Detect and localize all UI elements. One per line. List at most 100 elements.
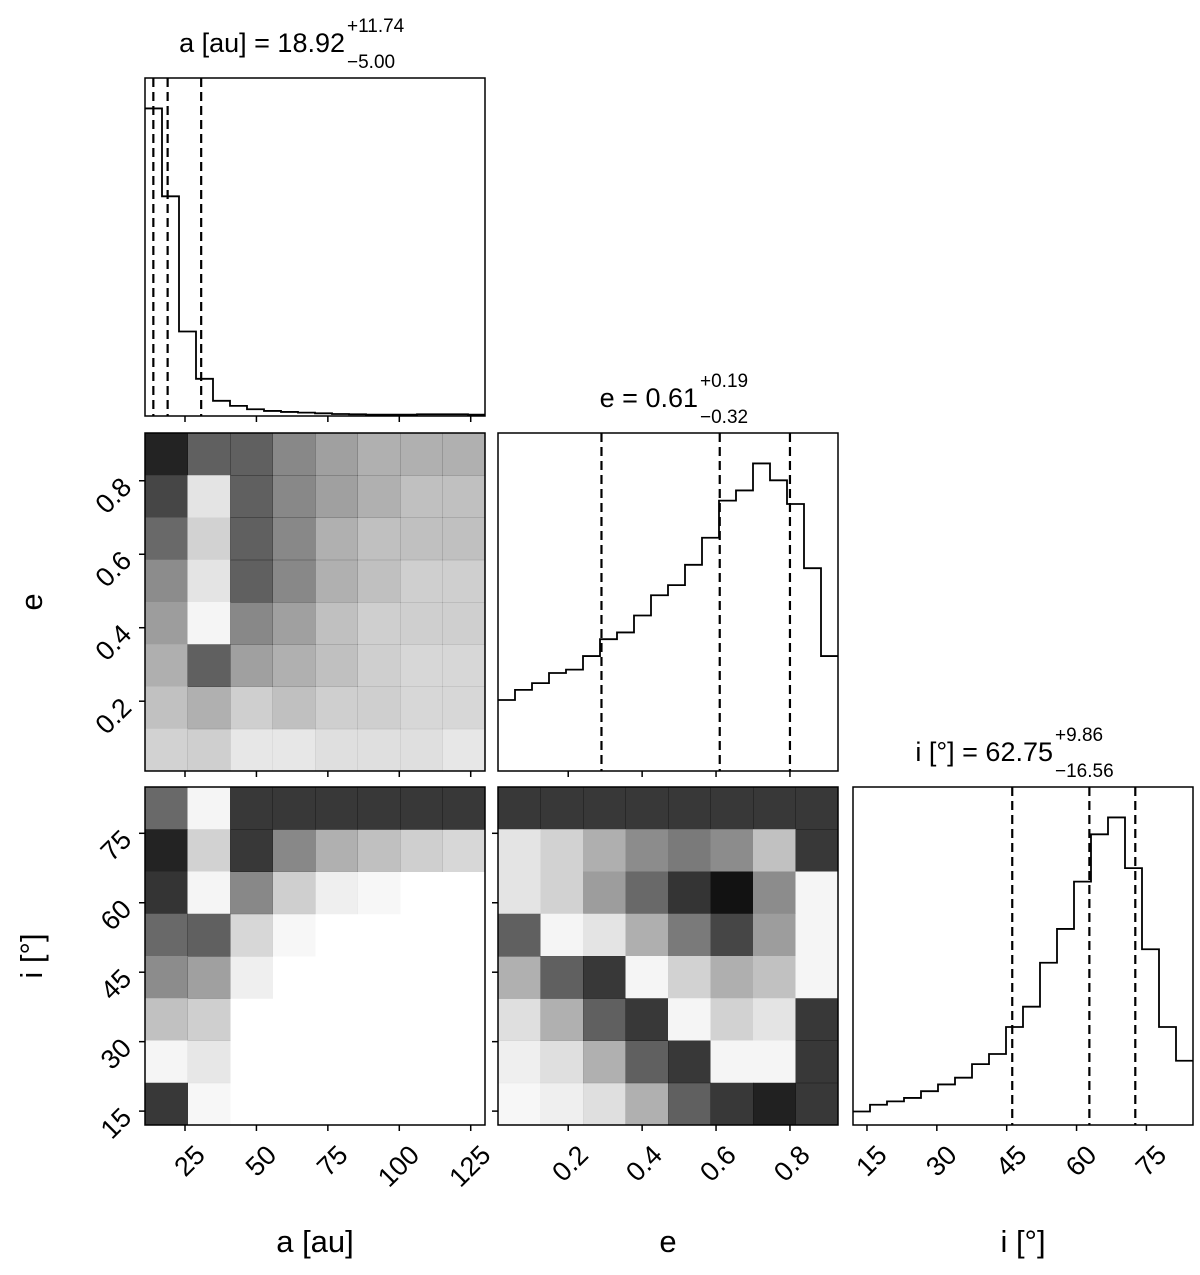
density-cell [400,686,443,730]
density-cell [145,517,188,561]
density-cell [145,1082,188,1126]
density-cell [795,1082,839,1126]
title-lower: −16.56 [1055,761,1114,782]
hist-bar [213,401,230,416]
density-cell [668,956,711,999]
hist-bar [549,673,566,771]
density-cell [540,998,584,1041]
y-tick-label: 0.8 [89,472,137,520]
density-cell [230,602,273,645]
density-cell [187,433,231,476]
hist-bar [196,379,213,416]
density-cell [583,829,626,872]
x-tick-label: 125 [443,1140,496,1193]
hist-bar [1040,963,1057,1125]
density-cell [710,829,754,872]
density-cell [230,686,273,730]
hist-bar [634,616,651,771]
density-cell [145,956,188,999]
density-cell [315,956,358,999]
density-cell [583,1082,626,1126]
density-cell [145,998,188,1041]
hist-bar [702,538,719,771]
x-tick-label: 45 [990,1140,1032,1182]
density-cell [230,998,273,1041]
density-cell [443,914,486,957]
density-cell [230,829,273,872]
panel-frame [497,786,839,1126]
y-tick-label: 75 [95,824,137,866]
density-cell [273,1041,316,1084]
density-cell [400,787,443,830]
density-cell [230,644,273,687]
density-cell [668,1082,711,1126]
density-cell [272,644,316,687]
density-cell [272,517,316,561]
density-cell [442,475,486,518]
density-cell [273,914,316,957]
density-cell [358,956,401,999]
density-cell [583,871,626,915]
hist-bar [853,1111,870,1125]
density-cell [187,602,231,645]
hist-bar [972,1064,989,1125]
density-cell [357,686,401,730]
x-tick-label: 25 [168,1140,210,1182]
x-tick-label: 0.4 [620,1140,668,1188]
density-cell [315,433,358,476]
density-cell [540,871,584,915]
density-cell [710,1040,754,1084]
hist-bar [1091,834,1108,1125]
density-cell [625,1040,669,1084]
density-cell [625,871,669,915]
y-tick-label: 0.6 [89,545,137,593]
title-upper: +11.74 [347,16,405,37]
density-cell [188,1083,231,1126]
density-cell [625,829,669,872]
density-cell [358,872,401,915]
density-cell [145,686,188,730]
density-cell [498,787,541,830]
density-cell [145,602,188,645]
density-cell [443,998,486,1041]
density-cell [358,914,401,957]
panel-title: a [au] = 18.92 [179,28,345,58]
density-cell [357,517,401,561]
hist-bar [1125,868,1142,1125]
hist-bar [532,683,549,771]
title-lower: −0.32 [700,407,748,428]
density-cell [400,1041,443,1084]
density-cell [442,686,486,730]
panel-frame [497,432,839,772]
hist-bar [887,1101,904,1125]
density-cell [625,913,669,957]
density-cell [400,998,443,1041]
panel-frame [144,786,486,1126]
density-cell [357,433,401,476]
hist-bar [583,656,600,771]
hist-bar [1176,1061,1193,1125]
density-cell [272,559,316,603]
density-cell [315,686,358,730]
density-cell [315,728,358,772]
density-cell [710,998,754,1041]
hist-step [853,816,1193,1113]
density-cell [583,1040,626,1084]
hist-bar [1057,929,1074,1125]
density-cell [315,787,358,830]
density-cell [400,602,443,645]
hist-bar [1023,1007,1040,1125]
x-axis-label: a [au] [276,1224,354,1259]
title-upper: +9.86 [1055,725,1103,746]
density-cell [540,1082,584,1126]
density-cell [315,829,358,872]
density-cell [400,872,443,915]
density-cell [357,644,401,687]
density-cell [145,787,188,830]
density-cell [442,728,486,772]
panel-frame [852,786,1194,1126]
density-cell [358,998,401,1041]
density-cell [187,686,231,730]
density-cell [145,728,188,772]
hist-step [145,107,485,416]
